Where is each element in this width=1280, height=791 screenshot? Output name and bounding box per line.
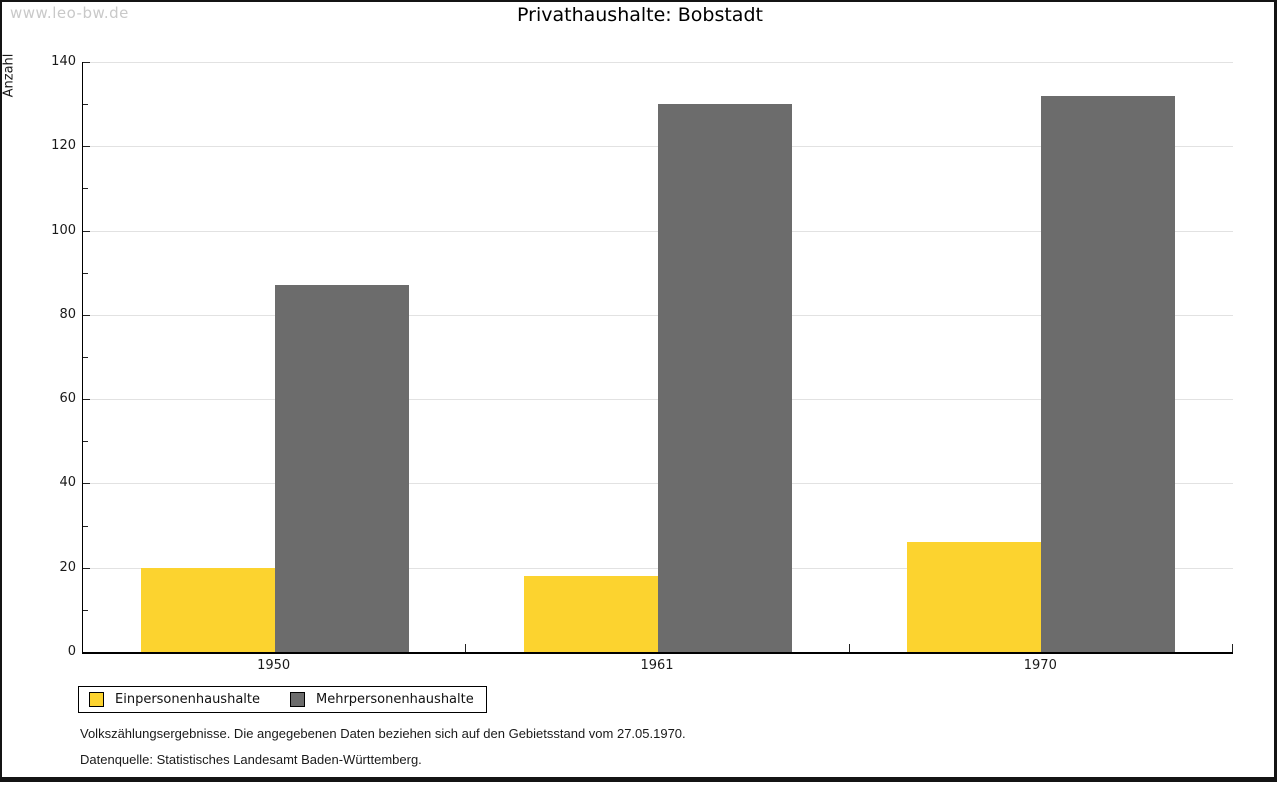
x-boundary-tick [1232, 644, 1233, 652]
y-major-tick [83, 62, 90, 63]
bar-mehrpersonenhaushalte [274, 285, 409, 652]
legend-item: Mehrpersonenhaushalte [290, 692, 474, 707]
y-minor-tick [83, 272, 88, 274]
y-tick-label: 80 [59, 306, 76, 322]
x-category-label: 1961 [640, 658, 674, 673]
y-major-tick [83, 483, 90, 485]
legend-swatch [89, 692, 104, 707]
bar-mehrpersonenhaushalte [658, 104, 793, 652]
x-category-label: 1970 [1023, 658, 1057, 673]
legend: Einpersonenhaushalte Mehrpersonenhaushalt… [78, 686, 487, 713]
y-major-tick [83, 146, 90, 148]
y-tick-label: 60 [59, 391, 76, 407]
y-tick-label: 40 [59, 475, 76, 491]
y-major-tick [83, 314, 90, 316]
y-minor-tick [83, 188, 88, 190]
gridline [83, 62, 1233, 63]
bar-mehrpersonenhaushalte [1041, 95, 1176, 652]
y-tick-label: 20 [59, 559, 76, 575]
y-tick-label: 0 [67, 644, 76, 659]
x-boundary-tick [465, 644, 467, 652]
y-minor-tick [83, 525, 88, 527]
y-major-tick [83, 567, 90, 569]
y-minor-tick [83, 357, 88, 358]
plot-area [82, 62, 1233, 654]
y-tick-label: 140 [51, 54, 76, 69]
chart-title: Privathaushalte: Bobstadt [517, 4, 763, 26]
bar-einpersonenhaushalte [523, 576, 658, 652]
y-minor-tick [83, 441, 88, 443]
y-tick-label: 120 [51, 138, 76, 154]
footnotes: Volkszählungsergebnisse. Die angegebenen… [80, 726, 686, 778]
legend-item: Einpersonenhaushalte [89, 692, 260, 707]
y-major-tick [83, 399, 90, 401]
footnote-datenquelle: Datenquelle: Statistisches Landesamt Bad… [80, 752, 422, 767]
watermark-text: www.leo-bw.de [10, 4, 129, 22]
bar-einpersonenhaushalte [907, 542, 1042, 652]
y-minor-tick [83, 609, 88, 611]
legend-swatch [290, 692, 305, 707]
y-minor-tick [83, 104, 88, 106]
bar-einpersonenhaushalte [140, 567, 275, 652]
footnote-gebietsstand: Volkszählungsergebnisse. Die angegebenen… [80, 726, 686, 741]
legend-label: Einpersonenhaushalte [115, 692, 260, 707]
x-category-label: 1950 [257, 658, 291, 673]
legend-label: Mehrpersonenhaushalte [316, 692, 474, 707]
x-boundary-tick [848, 644, 850, 652]
y-major-tick [83, 230, 90, 232]
y-axis-label: Anzahl [1, 53, 17, 98]
y-tick-label: 100 [51, 222, 76, 238]
